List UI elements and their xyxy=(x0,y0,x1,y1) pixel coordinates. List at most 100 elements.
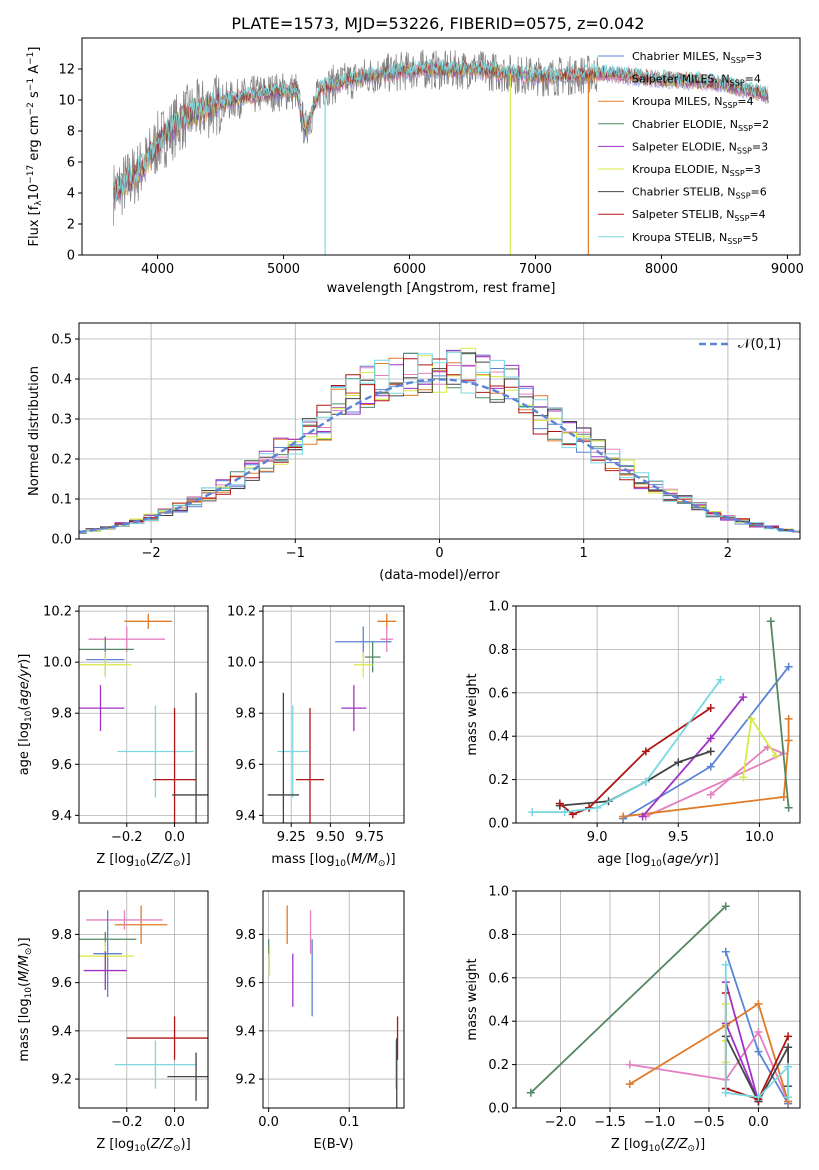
legend-count: =6 xyxy=(751,186,767,199)
legend-count: =2 xyxy=(753,118,769,131)
y-tick-label: 6 xyxy=(67,156,75,171)
label-part: )] xyxy=(695,1137,705,1152)
data-point xyxy=(114,905,168,945)
y-tick-label: 4 xyxy=(67,187,75,202)
y-tick-label: 0.8 xyxy=(488,928,509,943)
data-point xyxy=(267,692,300,823)
data-point xyxy=(380,626,394,652)
y-tick-label: 10.0 xyxy=(43,656,72,671)
x-axis-label: wavelength [Angstrom, rest frame] xyxy=(327,281,556,296)
series-point-marker xyxy=(674,758,683,767)
data-point xyxy=(353,651,373,678)
panel-spectrum: 4000 5000 6000 7000 8000 9000 0 2 4 6 8 10 12 Chabrie… xyxy=(26,37,804,296)
series-point-marker xyxy=(747,714,756,723)
legend-count: =3 xyxy=(746,50,762,63)
label-part: ⊙ xyxy=(24,948,34,956)
label-part: )] xyxy=(709,852,719,867)
label-part: ( xyxy=(662,852,667,867)
panel-mass-vs-Z: −0.2 0.09.29.49.69.8Z [log10(Z/Z⊙)]mass [… xyxy=(17,890,209,1154)
y-tick-label: 9.2 xyxy=(51,1073,72,1088)
legend-count: =5 xyxy=(742,231,758,244)
label-part: Z [log xyxy=(96,1137,134,1152)
mass-weight-series xyxy=(528,675,725,817)
x-axis-label: Z [log10(Z/Z⊙)] xyxy=(96,1137,190,1154)
y-tick-label: 1.0 xyxy=(488,885,509,900)
label-part: age/yr xyxy=(17,662,32,705)
y-tick-label: 0.2 xyxy=(488,773,509,788)
series-line xyxy=(645,745,787,818)
label-part: ⊙ xyxy=(173,859,181,869)
legend-subscript: SSP xyxy=(738,124,753,133)
plot-area xyxy=(267,905,399,1108)
label-part: Z [log xyxy=(611,1137,649,1152)
label-part: Z/Z xyxy=(664,1137,688,1152)
mass-weight-series xyxy=(739,714,780,782)
x-tick-label: −1.5 xyxy=(594,1115,626,1130)
data-point xyxy=(277,705,309,798)
legend-subscript: SSP xyxy=(736,192,751,201)
x-tick-label: 9.5 xyxy=(668,830,689,845)
data-point xyxy=(88,626,165,652)
series-point-marker xyxy=(779,792,788,801)
y-tick-label: 0.5 xyxy=(51,333,72,348)
series-line xyxy=(629,1002,789,1102)
label-part: age [log xyxy=(17,722,32,775)
label-part: −2 xyxy=(26,102,36,115)
legend-subscript: SSP xyxy=(727,237,742,246)
series-point-marker xyxy=(706,762,715,771)
series-point-marker xyxy=(739,693,748,702)
series-point-marker xyxy=(555,799,564,808)
label-part: ( xyxy=(17,982,32,987)
x-tick-label: 10.0 xyxy=(745,830,774,845)
x-tick-label: 7000 xyxy=(519,262,552,277)
series-point-marker xyxy=(706,790,715,799)
x-tick-label: 9.50 xyxy=(316,830,345,845)
legend-count: =4 xyxy=(737,95,753,108)
legend-subscript: SSP xyxy=(737,146,752,155)
series-point-marker xyxy=(754,1028,763,1037)
y-tick-label: 0.0 xyxy=(488,817,509,832)
axes-frame xyxy=(515,605,801,824)
y-tick-label: 0.4 xyxy=(488,1015,509,1030)
x-tick-label: 4000 xyxy=(141,262,174,277)
y-axis-label: Normed distribution xyxy=(27,366,42,496)
data-point xyxy=(79,651,132,678)
axes-frame xyxy=(78,322,801,540)
y-tick-label: 9.8 xyxy=(235,928,256,943)
axes-frame xyxy=(78,605,209,824)
label-part: )] xyxy=(181,852,191,867)
panel-age-vs-Z: −0.2 0.09.49.69.810.010.2Z [log10(Z/Z⊙)]a… xyxy=(17,605,209,869)
mass-weight-series xyxy=(766,617,793,812)
y-tick-label: 0.4 xyxy=(51,373,72,388)
panel-age-vs-mass: 9.25 9.50 9.75 9.4 9.6 9.8 10.0 10.2 mass [log10… xyxy=(227,605,405,869)
y-tick-label: 0.4 xyxy=(488,730,509,745)
legend-text: Salpeter STELIB, N xyxy=(632,208,734,221)
legend-text: Kroupa STELIB, N xyxy=(632,231,727,244)
label-part: A xyxy=(27,65,42,78)
series-point-marker xyxy=(784,1032,793,1041)
label-part: s xyxy=(27,91,42,102)
legend-subscript: SSP xyxy=(730,79,745,88)
x-tick-label: −2.0 xyxy=(545,1115,577,1130)
panel-mass-weight-vs-age: 9.0 9.5 10.0 0.0 0.2 0.4 0.6 0.8 1.0 age [log10(a… xyxy=(465,600,801,869)
series-point-marker xyxy=(754,1093,763,1102)
axes-frame xyxy=(262,890,405,1109)
label-part: ] xyxy=(27,47,42,52)
x-axis-label: age [log10(age/yr)] xyxy=(597,852,719,869)
axes-frame xyxy=(515,890,801,1109)
legend-subscript: SSP xyxy=(731,56,746,65)
label-part: Flux [f xyxy=(27,205,42,246)
panel-residuals: −2 −1 0 1 2 0.0 0.1 0.2 0.3 0.4 0.5 𝒩(0,1) (data-mod… xyxy=(27,322,801,583)
y-tick-label: 10.2 xyxy=(43,605,72,620)
legend-text: Kroupa MILES, N xyxy=(632,95,722,108)
x-axis-label: Z [log10(Z/Z⊙)] xyxy=(611,1137,705,1154)
y-tick-label: 0 xyxy=(67,249,75,264)
legend-label: Salpeter STELIB, NSSP=4 xyxy=(632,208,766,223)
data-point xyxy=(114,1040,197,1089)
series-point-marker xyxy=(784,1043,793,1052)
y-axis-label: age [log10(age/yr)] xyxy=(17,654,34,776)
x-axis-label: Z [log10(Z/Z⊙)] xyxy=(96,852,190,869)
data-point xyxy=(86,910,163,930)
